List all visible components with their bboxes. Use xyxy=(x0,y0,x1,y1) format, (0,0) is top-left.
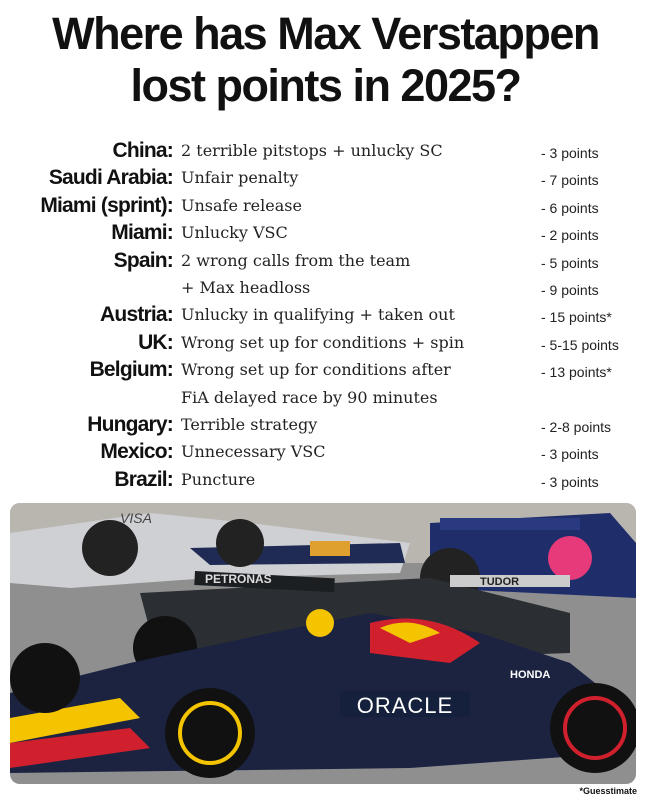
race-name: Hungary: xyxy=(87,412,174,436)
list-item: Miami (sprint): Unsafe release - 6 points xyxy=(0,192,651,219)
tudor-logo: TUDOR xyxy=(480,576,519,588)
list-item: Austria: Unlucky in qualifying + taken ou… xyxy=(0,301,651,328)
list-item: FiA delayed race by 90 minutes xyxy=(0,384,651,411)
reason: 2 terrible pitstops + unlucky SC xyxy=(181,141,443,160)
reason: + Max headloss xyxy=(181,277,311,297)
reason: Unlucky in qualifying + taken out xyxy=(181,305,455,325)
race-name: Austria: xyxy=(100,303,174,327)
honda-logo: HONDA xyxy=(510,669,550,681)
list-item: Hungary: Terrible strategy - 2-8 points xyxy=(0,411,651,438)
reason: Puncture xyxy=(181,469,256,489)
list-item: Belgium: Wrong set up for conditions afte… xyxy=(0,356,651,383)
race-name: Miami: xyxy=(111,221,174,245)
points-lost: - 13 points* xyxy=(541,364,612,381)
points-lost: - 5 points xyxy=(541,254,599,271)
race-photo-illustration: VISA PETRONAS TUDOR ORACLE HONDA xyxy=(10,503,636,784)
points-lost: - 3 points xyxy=(541,446,599,463)
reason: Terrible strategy xyxy=(181,414,318,434)
race-name: Spain: xyxy=(113,248,174,272)
race-name: Saudi Arabia: xyxy=(48,166,174,190)
points-lost: - 5-15 points xyxy=(541,336,619,353)
oracle-logo: ORACLE xyxy=(357,693,453,718)
points-lost: - 2 points xyxy=(541,227,599,244)
points-lost: - 7 points xyxy=(541,172,599,189)
race-name: UK: xyxy=(138,330,174,354)
page-title: Where has Max Verstappen lost points in … xyxy=(0,8,651,112)
reason: Wrong set up for conditions after xyxy=(181,360,451,380)
list-item: Mexico: Unnecessary VSC - 3 points xyxy=(0,438,651,465)
race-photo: VISA PETRONAS TUDOR ORACLE HONDA xyxy=(10,503,636,784)
list-item: + Max headloss - 9 points xyxy=(0,274,651,301)
reason: Unsafe release xyxy=(181,195,302,215)
reason: Wrong set up for conditions + spin xyxy=(181,332,465,352)
reason: Unnecessary VSC xyxy=(181,442,326,462)
race-name: Brazil: xyxy=(114,467,173,491)
points-list: China: 2 terrible pitstops + unlucky SC - … xyxy=(0,137,651,493)
race-name: China: xyxy=(112,139,173,162)
reason: 2 wrong calls from the team xyxy=(181,250,411,270)
points-lost: - 3 points xyxy=(541,473,599,490)
title-line-1: Where has Max Verstappen xyxy=(52,8,600,59)
reason: Unfair penalty xyxy=(181,168,299,188)
background-car-left: VISA xyxy=(10,510,410,588)
list-item: China: 2 terrible pitstops + unlucky SC - … xyxy=(0,137,651,164)
visa-logo: VISA xyxy=(120,510,152,526)
points-lost: - 6 points xyxy=(541,199,599,216)
list-item: Spain: 2 wrong calls from the team - 5 poi… xyxy=(0,247,651,274)
race-name: Mexico: xyxy=(100,440,173,464)
reason: Unlucky VSC xyxy=(181,223,288,243)
points-lost: - 9 points xyxy=(541,281,599,298)
race-name: Miami (sprint): xyxy=(40,193,173,217)
list-item: Miami: Unlucky VSC - 2 points xyxy=(0,219,651,246)
points-lost: - 2-8 points xyxy=(541,418,612,435)
list-item: Saudi Arabia: Unfair penalty - 7 points xyxy=(0,164,651,191)
title-line-2: lost points in 2025? xyxy=(130,60,522,111)
race-name: Belgium: xyxy=(89,358,174,382)
list-item: Brazil: Puncture - 3 points xyxy=(0,466,651,493)
petronas-logo: PETRONAS xyxy=(205,572,272,586)
list-item: UK: Wrong set up for conditions + spin - 5… xyxy=(0,329,651,356)
reason: FiA delayed race by 90 minutes xyxy=(181,387,438,407)
red-bull-car: ORACLE HONDA xyxy=(10,609,636,778)
footnote: *Guesstimate xyxy=(579,786,637,796)
points-lost: - 15 points* xyxy=(541,309,612,326)
points-lost: - 3 points xyxy=(541,145,599,161)
